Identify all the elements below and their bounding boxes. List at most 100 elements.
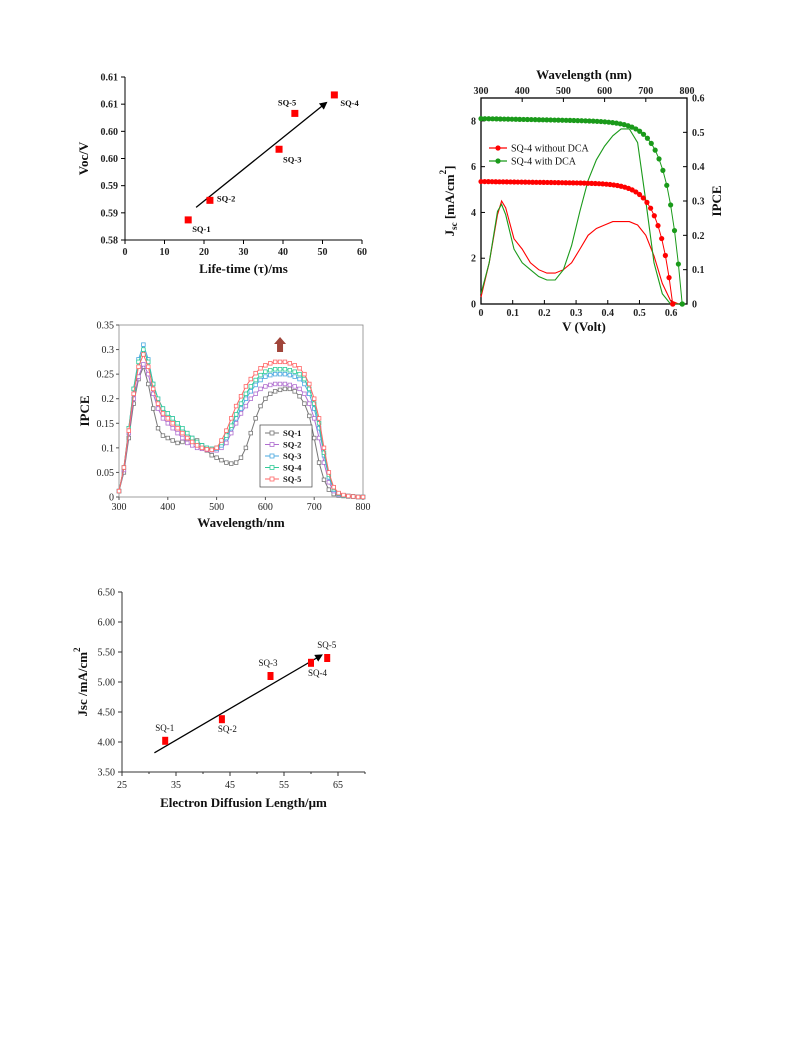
data-point	[194, 443, 200, 448]
jv-data-point	[540, 117, 546, 123]
data-point	[297, 371, 302, 377]
x-tick-label: 0.6	[665, 308, 678, 319]
data-point	[233, 460, 239, 465]
up-arrow-icon	[274, 337, 287, 352]
jv-data-point	[574, 180, 580, 186]
jv-data-point	[655, 223, 661, 229]
jv-data-point	[509, 116, 515, 122]
data-point	[170, 438, 175, 443]
data-point	[292, 369, 297, 374]
jv-data-point	[596, 181, 602, 187]
y-tick-label: 0.60	[101, 154, 119, 165]
data-point	[292, 389, 297, 394]
data-point	[185, 430, 190, 436]
data-point	[308, 658, 314, 667]
jv-data-point	[555, 117, 562, 123]
x-tick-label: 700	[307, 502, 322, 513]
data-point	[282, 381, 288, 387]
top-x-axis-title: Wavelength (nm)	[536, 67, 632, 82]
data-point	[258, 377, 263, 383]
data-point	[321, 450, 327, 455]
data-point	[141, 352, 146, 357]
data-point	[253, 416, 258, 421]
jv-data-point	[582, 118, 589, 124]
data-point	[253, 370, 258, 376]
data-point	[263, 369, 268, 374]
point-label: SQ-4	[308, 668, 328, 678]
data-point	[141, 362, 146, 367]
data-point	[155, 426, 161, 431]
x-tick-label: 45	[225, 780, 235, 791]
legend-marker	[269, 442, 275, 447]
data-point	[360, 494, 366, 500]
data-point	[209, 447, 214, 453]
data-point	[165, 411, 170, 416]
jv-data-point	[566, 180, 573, 186]
jv-data-point	[609, 120, 616, 126]
ipce-series-line	[480, 199, 680, 305]
data-point	[307, 413, 312, 419]
jv-data-point	[567, 117, 573, 123]
data-point	[277, 371, 283, 377]
y-tick-label: 0	[471, 300, 476, 311]
data-point	[282, 367, 288, 372]
data-point	[243, 384, 249, 389]
data-point	[267, 672, 274, 680]
jsc-diffusion-chart: 25 35 45 55 65 3.50 4.00 4.50 5.00 5.50 6.00 6.50 SQ…	[72, 588, 366, 810]
jv-data-point	[579, 118, 585, 124]
x-tick-label: 20	[199, 247, 209, 258]
data-point	[263, 396, 268, 401]
data-point	[258, 403, 263, 409]
jv-data-point	[504, 179, 510, 185]
data-point	[292, 363, 297, 368]
data-point	[165, 416, 170, 421]
plot-frame	[118, 324, 364, 498]
y-tick-label: 6.50	[98, 588, 116, 599]
right-y-tick-label: 0.3	[692, 197, 705, 208]
point-label: SQ-1	[192, 224, 210, 234]
data-point	[229, 423, 234, 428]
data-point	[268, 368, 273, 373]
data-point	[131, 386, 136, 392]
data-point	[292, 374, 297, 379]
data-point	[170, 421, 175, 426]
x-tick-label: 300	[112, 502, 127, 513]
x-axis-title: Electron Diffusion Length/μm	[160, 795, 327, 810]
data-point	[243, 445, 249, 451]
jv-data-point	[648, 140, 654, 147]
data-point	[175, 426, 180, 431]
voc-lifetime-chart: 0 10 20 30 40 50 60 0.58 0.59 0.59 0.60 0.60 0.61 0.6…	[76, 73, 367, 277]
data-point	[336, 490, 341, 496]
x-axis-title: V (Volt)	[562, 319, 606, 334]
data-point	[253, 377, 258, 383]
point-label: SQ-5	[278, 97, 296, 107]
jv-data-point	[482, 178, 488, 185]
data-point	[311, 416, 317, 421]
jv-data-point	[633, 189, 639, 195]
data-point	[238, 401, 244, 406]
data-point	[224, 433, 229, 438]
jv-data-point	[662, 252, 668, 259]
jv-data-point	[602, 119, 608, 125]
data-point	[321, 477, 327, 482]
jv-data-point	[485, 179, 491, 185]
jv-data-point	[640, 195, 646, 201]
right-y-tick-label: 0.5	[692, 128, 705, 139]
jv-data-point	[581, 180, 587, 186]
data-point	[272, 389, 278, 394]
y-tick-label: 6	[471, 162, 476, 173]
data-point	[185, 440, 190, 446]
jv-data-point	[648, 205, 654, 211]
data-point	[311, 435, 317, 441]
data-point	[141, 347, 146, 352]
jv-data-point	[651, 213, 657, 219]
jv-data-point	[589, 180, 595, 186]
y-tick-label: 2	[471, 254, 476, 265]
data-point	[355, 494, 361, 500]
right-y-axis-title: IPCE	[709, 185, 724, 216]
y-tick-label: 0.61	[101, 73, 119, 84]
y-tick-label: 0.15	[97, 419, 115, 430]
legend-label: SQ-4 without DCA	[511, 144, 590, 155]
data-point	[199, 445, 205, 451]
jv-data-point	[517, 116, 523, 122]
